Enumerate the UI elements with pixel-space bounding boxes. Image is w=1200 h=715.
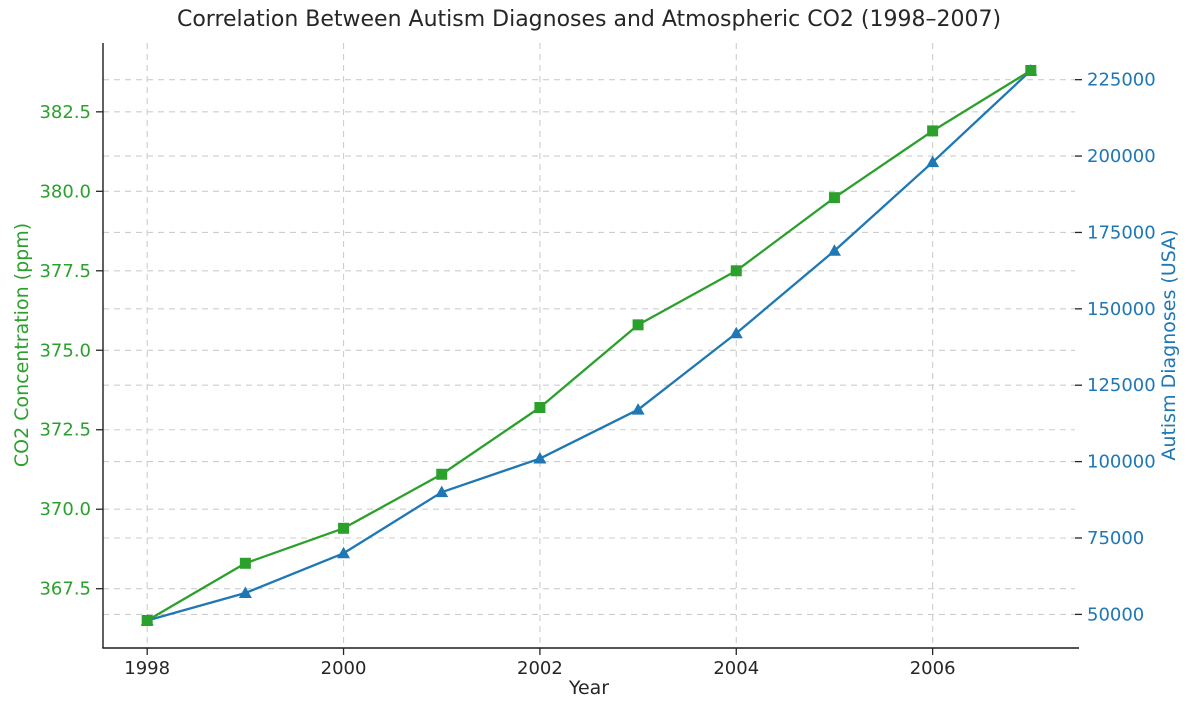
right-tick-label: 150000: [1087, 299, 1156, 320]
left-tick-label: 377.5: [39, 261, 91, 282]
right-tick-label: 50000: [1087, 604, 1144, 625]
chart-title: Correlation Between Autism Diagnoses and…: [176, 7, 1002, 32]
left-tick-label: 382.5: [39, 102, 91, 123]
left-tick-label: 375.0: [39, 340, 91, 361]
right-axis-ticks: 50000 75000 100000 125000 150000 175000 200000…: [1075, 70, 1156, 625]
x-tick-label: 2002: [517, 658, 563, 679]
gridlines: [103, 43, 1075, 648]
x-axis-label: Year: [568, 677, 610, 699]
left-tick-label: 380.0: [39, 181, 91, 202]
right-tick-label: 125000: [1087, 375, 1156, 396]
x-tick-label: 2006: [910, 658, 956, 679]
axes-spines: [102, 43, 1079, 649]
series-co2: [141, 65, 1037, 626]
x-tick-label: 2004: [713, 658, 759, 679]
x-tick-label: 2000: [321, 658, 367, 679]
left-tick-label: 372.5: [39, 420, 91, 441]
x-tick-label: 1998: [124, 658, 170, 679]
right-tick-label: 225000: [1087, 70, 1156, 91]
series-autism: [140, 64, 1038, 626]
left-tick-label: 367.5: [39, 579, 91, 600]
right-tick-label: 100000: [1087, 452, 1156, 473]
x-axis-ticks: 1998 2000 2002 2004 2006: [124, 648, 956, 679]
right-tick-label: 175000: [1087, 222, 1156, 243]
left-tick-label: 370.0: [39, 499, 91, 520]
left-axis-ticks: 367.5 370.0 372.5 375.0 377.5 380.0 382.5: [39, 102, 103, 600]
right-tick-label: 75000: [1087, 528, 1144, 549]
right-tick-label: 200000: [1087, 146, 1156, 167]
